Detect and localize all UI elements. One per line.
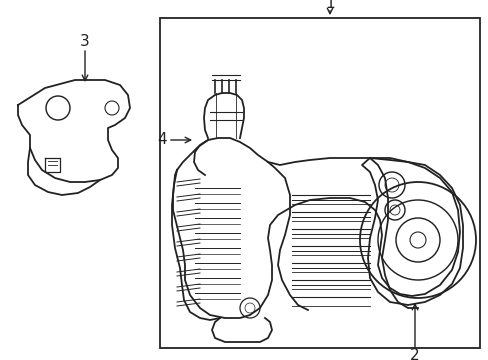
Text: 4: 4	[157, 132, 166, 148]
Text: 3: 3	[80, 35, 90, 49]
Text: 2: 2	[409, 347, 419, 360]
Bar	[160, 18, 479, 348]
Text: 1: 1	[325, 0, 334, 12]
